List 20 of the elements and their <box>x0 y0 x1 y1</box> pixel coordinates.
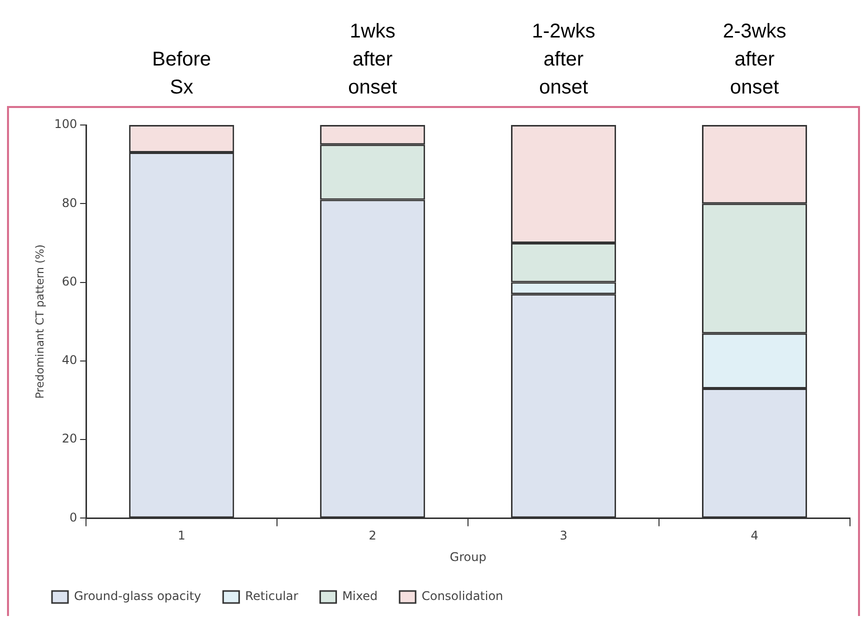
legend-label: Ground-glass opacity <box>74 589 202 604</box>
text: 2-3wks after onset <box>722 20 786 99</box>
y-tick-label: 40 <box>62 353 78 368</box>
y-axis-title: Predominant CT pattern (%) <box>33 244 46 399</box>
y-tick-label: 100 <box>54 117 78 132</box>
legend-label: Mixed <box>342 589 378 604</box>
x-tick-label: 2 <box>368 528 376 543</box>
y-tick-label: 80 <box>62 196 78 210</box>
x-axis-title: Group <box>450 550 486 564</box>
x-tick-label: 4 <box>750 528 758 543</box>
y-tick-label: 60 <box>62 274 78 288</box>
y-tick-label: 20 <box>62 432 78 446</box>
x-tick-label: 3 <box>560 528 568 543</box>
y-tick-label: 0 <box>69 510 78 524</box>
legend-label: Reticular <box>245 589 298 604</box>
text: Before Sx <box>152 48 212 99</box>
legend-label: Consolidation <box>422 589 504 604</box>
x-tick-label: 1 <box>178 528 186 543</box>
text: 1wks after onset <box>348 20 398 99</box>
text: 1-2wks after onset <box>532 20 596 99</box>
